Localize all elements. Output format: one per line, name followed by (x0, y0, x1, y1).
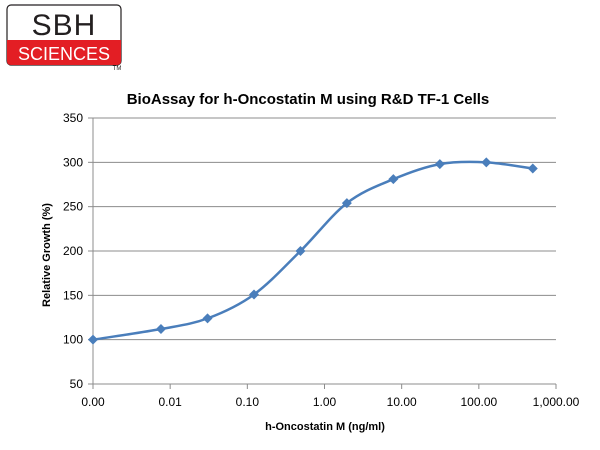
x-tick-label: 1.00 (313, 395, 337, 409)
x-tick-label: 0.10 (236, 395, 260, 409)
data-point-marker (155, 324, 166, 335)
y-axis-ticks: 50 100 150 200 250 300 350 (63, 111, 93, 391)
chart-title: BioAssay for h-Oncostatin M using R&D TF… (127, 91, 490, 108)
y-tick-label: 50 (70, 377, 84, 391)
x-tick-label: 0.00 (81, 395, 105, 409)
x-tick-label: 100.00 (460, 395, 497, 409)
data-point-marker (341, 198, 352, 209)
x-axis-title: h-Oncostatin M (ng/ml) (265, 421, 385, 433)
x-tick-label: 0.01 (158, 395, 182, 409)
y-tick-label: 200 (63, 244, 83, 258)
gridlines (93, 117, 556, 341)
data-point-marker (434, 159, 445, 170)
data-point-marker (527, 163, 538, 174)
data-point-marker (295, 246, 306, 256)
data-point-marker (481, 157, 492, 168)
logo-trademark: TM (113, 66, 122, 70)
series-line (92, 160, 533, 341)
y-tick-label: 250 (63, 200, 83, 214)
x-axis-ticks: 0.00 0.01 0.10 1.00 10.00 100.00 1,000.00 (81, 384, 580, 409)
data-point-marker (202, 313, 213, 324)
y-tick-label: 150 (63, 288, 83, 302)
y-tick-label: 100 (63, 333, 83, 347)
x-tick-label: 1,000.00 (533, 395, 580, 409)
data-point-marker (88, 334, 98, 345)
x-tick-label: 10.00 (387, 395, 417, 409)
y-tick-label: 350 (63, 111, 83, 125)
data-point-marker (248, 289, 259, 300)
data-point-marker (388, 174, 399, 185)
sbh-sciences-logo: SBH SCIENCES TM (6, 4, 122, 70)
y-tick-label: 300 (63, 155, 83, 169)
y-axis-title: Relative Growth (%) (41, 203, 53, 307)
series-markers (88, 157, 538, 345)
logo-bottom-text: SCIENCES (18, 44, 110, 64)
logo-top-text: SBH (32, 9, 97, 42)
